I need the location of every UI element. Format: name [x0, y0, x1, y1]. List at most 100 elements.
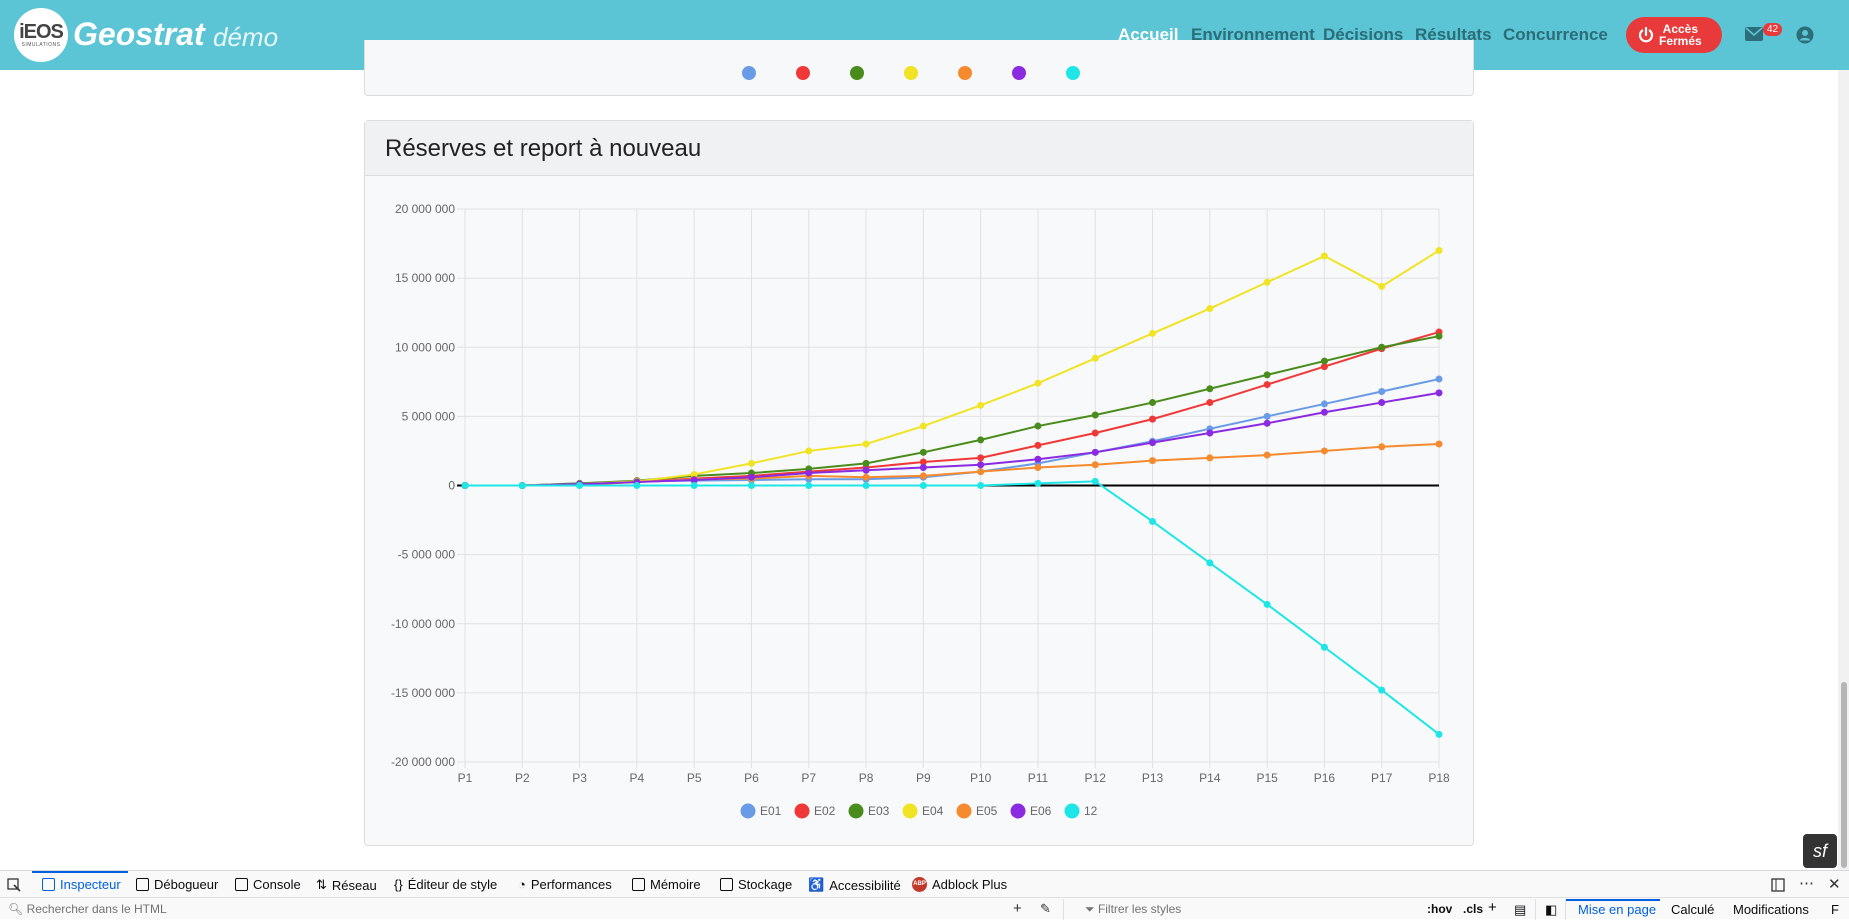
data-point-e04: [747, 459, 755, 467]
nav-accueil[interactable]: Accueil: [1118, 25, 1179, 44]
layout-tab[interactable]: Mise en page: [1578, 902, 1657, 917]
data-point-e03: [1091, 411, 1099, 419]
toggle-sidebar-icon[interactable]: ◧: [1545, 902, 1558, 917]
tab-label: Console: [253, 877, 301, 892]
dock-side-icon[interactable]: [1771, 878, 1785, 892]
devtools-tab-debogueur[interactable]: Débogueur: [136, 877, 218, 892]
data-point-e02: [919, 458, 927, 466]
user-account-icon[interactable]: [1796, 26, 1814, 44]
devtools-tab-reseau[interactable]: ⇅ Réseau: [316, 877, 377, 893]
devtools-tab-style-editor[interactable]: {} Éditeur de style: [394, 877, 497, 892]
changes-tab[interactable]: Modifications: [1733, 902, 1809, 917]
cls-toggle[interactable]: .cls: [1463, 902, 1484, 916]
data-point-e03: [1263, 371, 1271, 379]
y-tick-label: 5 000 000: [402, 409, 456, 423]
nav-resultats[interactable]: Résultats: [1415, 25, 1492, 44]
data-point-e05: [1435, 440, 1443, 448]
devtools-tab-inspecteur[interactable]: Inspecteur: [42, 877, 121, 892]
styles-filter-input[interactable]: ⏷ Filtrer les styles: [1085, 902, 1182, 916]
active-tab-indicator: [32, 871, 128, 873]
legend-swatch-12: [1064, 803, 1080, 819]
network-icon: ⇅: [316, 877, 327, 892]
data-point-12: [1206, 559, 1214, 567]
data-point-e03: [1378, 343, 1386, 351]
x-tick-label: P6: [744, 771, 759, 785]
devtools-tab-console[interactable]: Console: [235, 877, 301, 892]
console-icon: [235, 878, 248, 891]
devtools-tabbar: Inspecteur Débogueur Console ⇅ Réseau {} É…: [0, 871, 1849, 898]
legend-label-e01: E01: [760, 804, 782, 818]
data-point-e02: [1320, 363, 1328, 371]
data-point-e05: [919, 472, 927, 480]
data-point-e02: [1263, 381, 1271, 389]
symfony-toolbar-icon[interactable]: sf: [1803, 834, 1837, 868]
prev-legend-dot-e04: [904, 66, 918, 80]
mail-icon[interactable]: [1745, 27, 1763, 41]
brand-subtitle: démo: [213, 22, 279, 52]
devtools-tab-adblock[interactable]: ABP Adblock Plus: [912, 877, 1007, 892]
data-point-12: [747, 482, 755, 489]
reserves-line-chart: -20 000 000 -15 000 000 -10 000 000 -5 000 …: [391, 202, 1450, 819]
x-tick-label: P1: [458, 771, 473, 785]
print-media-icon[interactable]: ▤: [1514, 902, 1527, 917]
devtools-tab-performances[interactable]: ◔ Performances: [518, 877, 612, 892]
access-closed-button[interactable]: Accès Fermés: [1626, 17, 1722, 53]
data-point-e04: [862, 440, 870, 448]
data-point-e03: [919, 448, 927, 456]
data-point-e01: [1320, 400, 1328, 408]
devtools-tab-stockage[interactable]: Stockage: [720, 877, 792, 892]
data-point-e05: [1320, 447, 1328, 455]
data-point-e05: [862, 473, 870, 481]
previous-chart-card: [364, 40, 1474, 96]
series-line-e01: [465, 378, 1440, 487]
x-tick-label: P8: [859, 771, 874, 785]
computed-tab[interactable]: Calculé: [1671, 902, 1715, 917]
ieos-logo[interactable]: iEOS SIMULATIONS: [14, 8, 68, 62]
x-tick-label: P3: [572, 771, 587, 785]
more-options-icon[interactable]: ⋯: [1799, 875, 1814, 892]
add-node-icon[interactable]: +: [1013, 900, 1022, 917]
x-tick-label: P18: [1428, 771, 1450, 785]
html-search-input[interactable]: 🔍︎ Rechercher dans le HTML: [8, 902, 167, 916]
eyedropper-icon[interactable]: ✎: [1040, 901, 1051, 916]
logo-sub-text: SIMULATIONS: [21, 42, 61, 48]
tab-label: Réseau: [331, 877, 377, 893]
tab-label: Inspecteur: [60, 877, 121, 892]
devtools-tab-memoire[interactable]: Mémoire: [632, 877, 701, 892]
scrollbar-thumb[interactable]: [1841, 682, 1847, 868]
prev-legend-dot-e03: [850, 66, 864, 80]
brand-name[interactable]: Geostrat: [73, 16, 205, 52]
data-point-12: [1149, 517, 1157, 525]
page-scrollbar[interactable]: [1838, 70, 1849, 870]
nav-environnement[interactable]: Environnement: [1191, 25, 1315, 44]
active-right-tab-indicator: [1566, 899, 1660, 901]
data-point-e05: [1378, 443, 1386, 451]
data-point-12: [690, 482, 698, 489]
data-point-e05: [1149, 457, 1157, 465]
nav-decisions[interactable]: Décisions: [1323, 25, 1404, 44]
data-point-e06: [747, 473, 755, 481]
x-tick-label: P9: [916, 771, 931, 785]
close-devtools-icon[interactable]: ✕: [1828, 876, 1841, 893]
data-point-e06: [1435, 389, 1443, 397]
nav-concurrence[interactable]: Concurrence: [1503, 25, 1608, 44]
fonts-tab[interactable]: F: [1831, 902, 1839, 917]
data-point-e03: [1149, 399, 1157, 407]
series-line-e02: [465, 331, 1440, 487]
y-tick-label: -20 000 000: [391, 755, 455, 769]
reserves-chart-card: Réserves et report à nouveau -20 000 000…: [364, 120, 1474, 846]
x-tick-label: P11: [1028, 771, 1049, 785]
browser-devtools: Inspecteur Débogueur Console ⇅ Réseau {} É…: [0, 870, 1849, 920]
data-point-e04: [1034, 379, 1042, 387]
data-point-12: [1034, 479, 1042, 487]
new-rule-icon[interactable]: +: [1488, 899, 1497, 916]
chart-area: -20 000 000 -15 000 000 -10 000 000 -5 000 …: [365, 177, 1473, 845]
devtools-tab-accessibilite[interactable]: ♿ Accessibilité: [808, 877, 901, 893]
pick-element-icon[interactable]: [7, 878, 21, 892]
data-point-12: [518, 482, 526, 489]
legend-label-e06: E06: [1030, 804, 1052, 818]
hov-toggle[interactable]: :hov: [1427, 902, 1453, 916]
prev-legend-dot-e05: [958, 66, 972, 80]
data-point-e06: [1320, 408, 1328, 416]
data-point-e06: [1034, 455, 1042, 463]
